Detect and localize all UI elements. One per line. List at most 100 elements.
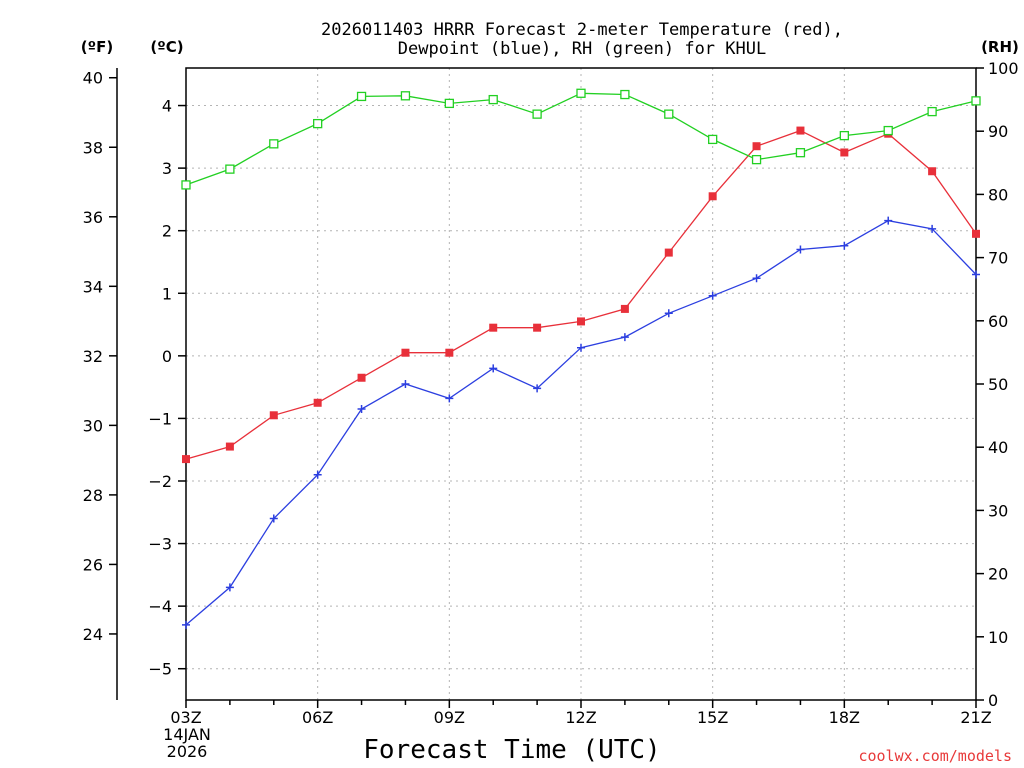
- chart-title-line2: Dewpoint (blue), RH (green) for KHUL: [398, 39, 766, 59]
- dewpoint-point: [972, 270, 980, 279]
- temperature-point: [313, 398, 322, 407]
- celsius-tick-label: −2: [148, 472, 172, 491]
- rh-point: [269, 139, 279, 149]
- chart-title-line1: 2026011403 HRRR Forecast 2-meter Tempera…: [321, 20, 843, 40]
- rh-tick-label: 40: [988, 438, 1008, 457]
- dewpoint-point: [840, 241, 849, 250]
- dewpoint-point: [269, 514, 278, 523]
- rh-point: [488, 94, 498, 105]
- fahrenheit-tick-label: 26: [83, 555, 103, 574]
- x-tick-label: 15Z: [697, 708, 728, 727]
- rh-point: [971, 96, 981, 106]
- rh-point: [795, 148, 806, 158]
- rh-point: [313, 118, 323, 129]
- date-year-label: 2026: [167, 742, 208, 761]
- x-axis: 03Z 06Z 09Z 12Z 15Z 18Z 21Z: [170, 700, 992, 727]
- temperature-point: [840, 148, 849, 157]
- temperature-point: [928, 167, 937, 176]
- dewpoint-point: [225, 583, 234, 592]
- dewpoint-point: [752, 274, 761, 283]
- dewpoint-point: [401, 380, 410, 388]
- rh-point: [751, 154, 762, 165]
- fahrenheit-tick-label: 30: [83, 416, 103, 435]
- celsius-tick-label: 1: [162, 284, 172, 303]
- fahrenheit-tick-label: 38: [83, 138, 103, 157]
- temperature-point: [225, 442, 234, 451]
- x-tick-label: 06Z: [302, 708, 333, 727]
- rh-tick-label: 0: [988, 691, 998, 710]
- dewpoint-point: [182, 620, 190, 629]
- celsius-tick-label: 4: [162, 97, 172, 116]
- temperature-point: [401, 348, 410, 357]
- dewpoint-point: [620, 333, 629, 342]
- dewpoint-point: [708, 291, 717, 300]
- temperature-point: [445, 348, 454, 357]
- credit-text: coolwx.com/models: [858, 747, 1012, 765]
- temperature-point: [489, 323, 498, 332]
- series-rh: [181, 88, 981, 190]
- x-tick-label: 18Z: [829, 708, 860, 727]
- celsius-tick-label: −4: [148, 597, 172, 616]
- temperature-point: [664, 248, 673, 257]
- rh-point: [225, 164, 235, 174]
- rh-tick-label: 80: [988, 185, 1008, 204]
- rh-tick-label: 60: [988, 312, 1008, 331]
- celsius-axis: −5 −4 −3 −2 −1 0 1 2 3 4: [148, 97, 186, 679]
- fahrenheit-tick-label: 32: [83, 347, 103, 366]
- celsius-tick-label: −1: [148, 409, 172, 428]
- x-tick-label: 09Z: [434, 708, 465, 727]
- rh-point: [356, 91, 367, 102]
- date-day-label: 14JAN: [163, 725, 211, 744]
- dewpoint-point: [357, 405, 366, 414]
- rh-tick-label: 100: [988, 59, 1019, 78]
- x-axis-title: Forecast Time (UTC): [363, 735, 660, 765]
- rh-tick-label: 90: [988, 122, 1008, 141]
- fahrenheit-tick-label: 24: [83, 625, 103, 644]
- dewpoint-point: [664, 309, 673, 318]
- rh-point: [620, 89, 630, 100]
- rh-axis: 0 10 20 30 40 50 60 70 80 90 100: [976, 59, 1019, 710]
- dewpoint-point: [577, 343, 585, 352]
- temperature-point: [752, 142, 761, 151]
- temperature-point: [577, 317, 585, 326]
- plot-frame: [185, 67, 977, 701]
- temperature-line: [185, 129, 977, 460]
- fahrenheit-axis: 24 26 28 30 32 34 36 38 40: [83, 69, 117, 644]
- dewpoint-point: [489, 364, 498, 373]
- rh-tick-label: 10: [988, 628, 1008, 647]
- temperature-point: [796, 126, 805, 135]
- fahrenheit-tick-label: 34: [83, 277, 103, 296]
- temperature-point: [269, 411, 278, 420]
- dewpoint-point: [313, 470, 322, 479]
- rh-tick-label: 70: [988, 249, 1008, 268]
- rh-point: [181, 180, 191, 190]
- dewpoint-point: [533, 384, 542, 393]
- x-tick-label: 12Z: [565, 708, 596, 727]
- celsius-tick-label: 2: [162, 222, 172, 241]
- rh-point: [664, 109, 674, 119]
- rh-point: [444, 98, 454, 109]
- temperature-point: [708, 192, 717, 201]
- rh-point: [532, 109, 542, 119]
- x-tick-label: 21Z: [960, 708, 991, 727]
- rh-point: [839, 130, 849, 141]
- temperature-point: [533, 323, 542, 332]
- fahrenheit-tick-label: 40: [83, 69, 103, 88]
- celsius-tick-label: −3: [148, 535, 172, 554]
- rh-point: [708, 134, 718, 145]
- rh-point: [576, 88, 586, 98]
- dewpoint-point: [884, 216, 893, 225]
- gridlines: [186, 68, 976, 700]
- dewpoint-point: [928, 224, 937, 233]
- x-tick-label: 03Z: [170, 708, 201, 727]
- temperature-point: [357, 373, 366, 382]
- fahrenheit-tick-label: 28: [83, 486, 103, 505]
- fahrenheit-tick-label: 36: [83, 208, 103, 227]
- temperature-point: [182, 455, 190, 464]
- rh-tick-label: 50: [988, 375, 1008, 394]
- rh-point: [883, 125, 893, 136]
- rh-tick-label: 30: [988, 501, 1008, 520]
- celsius-unit-label: (ºC): [150, 38, 183, 56]
- temperature-point: [972, 229, 980, 238]
